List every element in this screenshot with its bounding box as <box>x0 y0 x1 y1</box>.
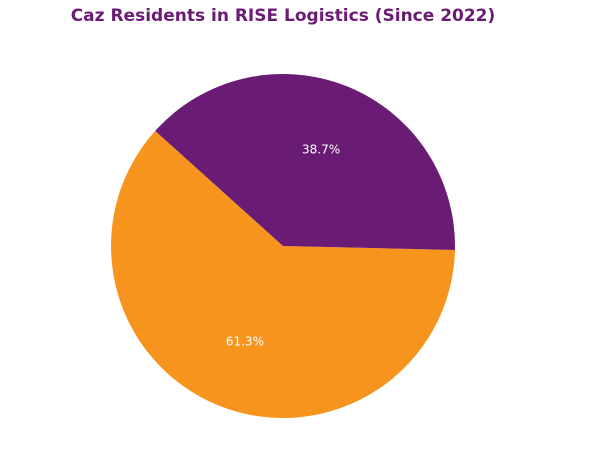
pie-slice-2 <box>155 73 456 250</box>
pie-slices <box>111 73 456 418</box>
pie-slice-1 <box>111 130 455 418</box>
slice-label-2: 38.7% <box>302 143 340 157</box>
chart-title: Caz Residents in RISE Logistics (Since 2… <box>70 6 496 26</box>
slice-label-1: 61.3% <box>226 334 264 348</box>
pie-labels: 61.3% 38.7% <box>226 143 340 349</box>
